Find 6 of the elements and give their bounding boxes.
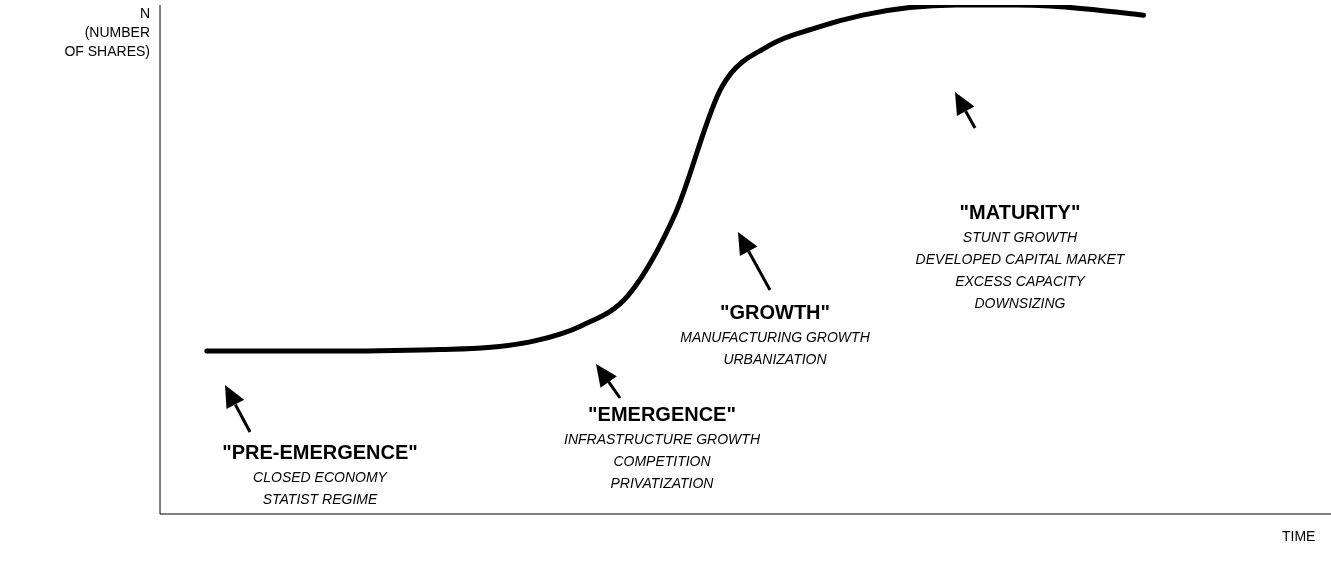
annotation: "MATURITY" STUNT GROWTH DEVELOPED CAPITAL MARKET EXCESS CAPACITY DOWNSIZING [914, 200, 1126, 313]
annotation: "EMERGENCE" INFRASTRUCTURE GROWTH COMPETITION PRIVATIZATION [563, 402, 761, 493]
annotation: "PRE-EMERGENCE" CLOSED ECONOMY STATIST REGIME [221, 440, 419, 509]
annotation: "GROWTH" MANUFACTURING GROWTH URBANIZATION [679, 300, 871, 369]
y-axis-title: N (NUMBER OF SHARES) [64, 4, 150, 61]
x-axis-title: TIME [1282, 528, 1316, 544]
